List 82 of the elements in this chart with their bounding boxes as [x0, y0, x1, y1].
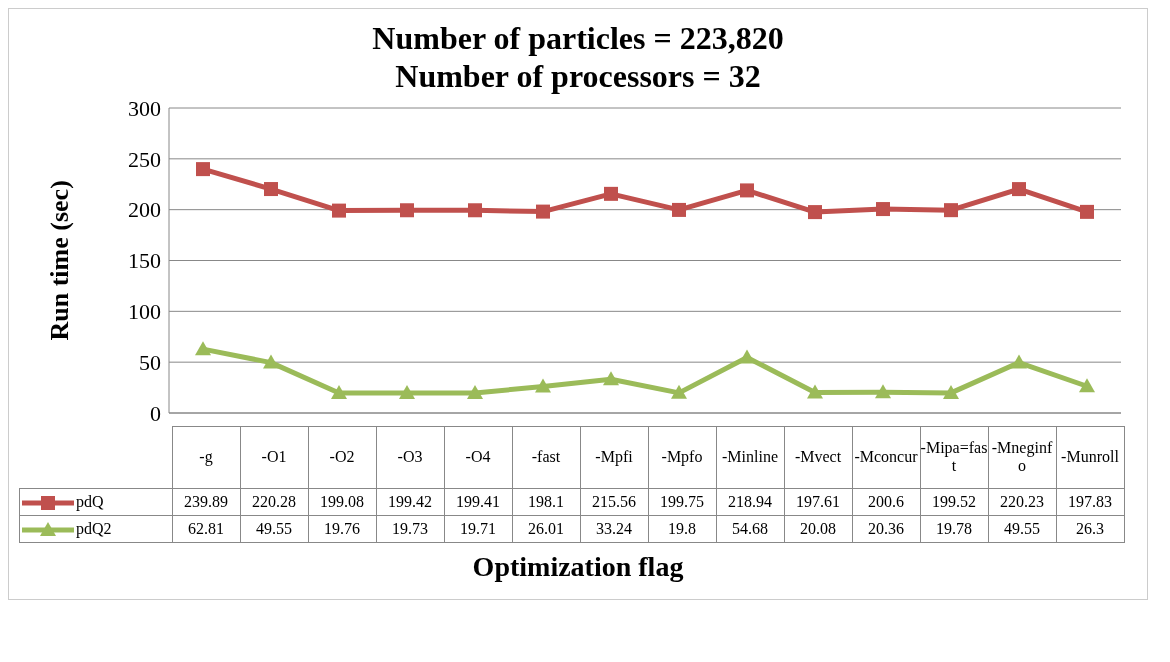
- data-label: 220.23: [988, 488, 1056, 516]
- point: [1011, 354, 1027, 369]
- legend-label: pdQ: [75, 492, 104, 510]
- point: [399, 384, 415, 399]
- point: [331, 384, 347, 399]
- data-label: 199.41: [444, 488, 512, 516]
- y-axis-title: Run time (sec): [45, 179, 75, 341]
- point: [672, 202, 686, 217]
- data-label: 62.81: [172, 515, 240, 543]
- point: [943, 384, 959, 399]
- legend-label: pdQ2: [75, 520, 112, 538]
- data-label: 49.55: [988, 515, 1056, 543]
- x-tick-label: -Mconcur: [852, 426, 920, 489]
- x-tick-label: -Mneginfo: [988, 426, 1056, 489]
- y-tick-label: 250: [128, 146, 161, 172]
- x-axis-title: Optimization flag: [471, 550, 685, 585]
- x-tick-label: -O3: [376, 426, 444, 489]
- data-label: 199.52: [920, 488, 988, 516]
- data-label: 197.83: [1056, 488, 1124, 516]
- point: [1080, 204, 1094, 219]
- point: [468, 203, 482, 218]
- point: [195, 340, 211, 355]
- y-tick-label: 0: [150, 400, 161, 426]
- point: [944, 202, 958, 217]
- point: [875, 384, 891, 399]
- point: [332, 203, 346, 218]
- data-label: 54.68: [716, 515, 784, 543]
- data-label: 26.3: [1056, 515, 1124, 543]
- data-label: 19.8: [648, 515, 716, 543]
- point: [603, 370, 619, 385]
- data-label: 199.42: [376, 488, 444, 516]
- data-label: 199.75: [648, 488, 716, 516]
- x-tick-label: -O4: [444, 426, 512, 489]
- x-tick-label: -Mpfi: [580, 426, 648, 489]
- data-label: 33.24: [580, 515, 648, 543]
- data-label: 215.56: [580, 488, 648, 516]
- data-label: 19.71: [444, 515, 512, 543]
- point: [535, 378, 551, 393]
- point: [739, 349, 755, 364]
- y-tick-label: 200: [128, 197, 161, 223]
- point: [263, 354, 279, 369]
- point: [1012, 181, 1026, 196]
- y-tick-label: 100: [128, 298, 161, 324]
- x-tick-label: -Mvect: [784, 426, 852, 489]
- chart-title: Number of particles = 223,820 Number of processors = 32: [371, 19, 785, 96]
- x-tick-label: -g: [172, 426, 240, 489]
- data-label: 20.36: [852, 515, 920, 543]
- point: [740, 183, 754, 198]
- data-label: 26.01: [512, 515, 580, 543]
- point: [196, 161, 210, 176]
- point: [264, 181, 278, 196]
- data-label: 197.61: [784, 488, 852, 516]
- y-tick-label: 50: [139, 349, 161, 375]
- x-tick-label: -fast: [512, 426, 580, 489]
- data-label: 19.73: [376, 515, 444, 543]
- x-tick-label: -Munroll: [1056, 426, 1124, 489]
- point: [808, 204, 822, 219]
- x-tick-label: -O1: [240, 426, 308, 489]
- y-tick-label: 150: [128, 248, 161, 274]
- point: [467, 384, 483, 399]
- data-label: 239.89: [172, 488, 240, 516]
- point: [400, 203, 414, 218]
- x-tick-label: -Minline: [716, 426, 784, 489]
- y-tick-label: 300: [128, 95, 161, 121]
- x-tick-label: -Mipa=fast: [920, 426, 988, 489]
- point: [1079, 378, 1095, 393]
- data-label: 198.1: [512, 488, 580, 516]
- data-label: 49.55: [240, 515, 308, 543]
- data-label: 19.78: [920, 515, 988, 543]
- x-tick-label: -Mpfo: [648, 426, 716, 489]
- data-label: 218.94: [716, 488, 784, 516]
- point: [807, 384, 823, 399]
- data-label: 20.08: [784, 515, 852, 543]
- data-label: 200.6: [852, 488, 920, 516]
- point: [671, 384, 687, 399]
- data-label: 19.76: [308, 515, 376, 543]
- point: [876, 201, 890, 216]
- data-label: 199.08: [308, 488, 376, 516]
- data-label: 220.28: [240, 488, 308, 516]
- x-tick-label: -O2: [308, 426, 376, 489]
- point: [604, 186, 618, 201]
- point: [536, 204, 550, 219]
